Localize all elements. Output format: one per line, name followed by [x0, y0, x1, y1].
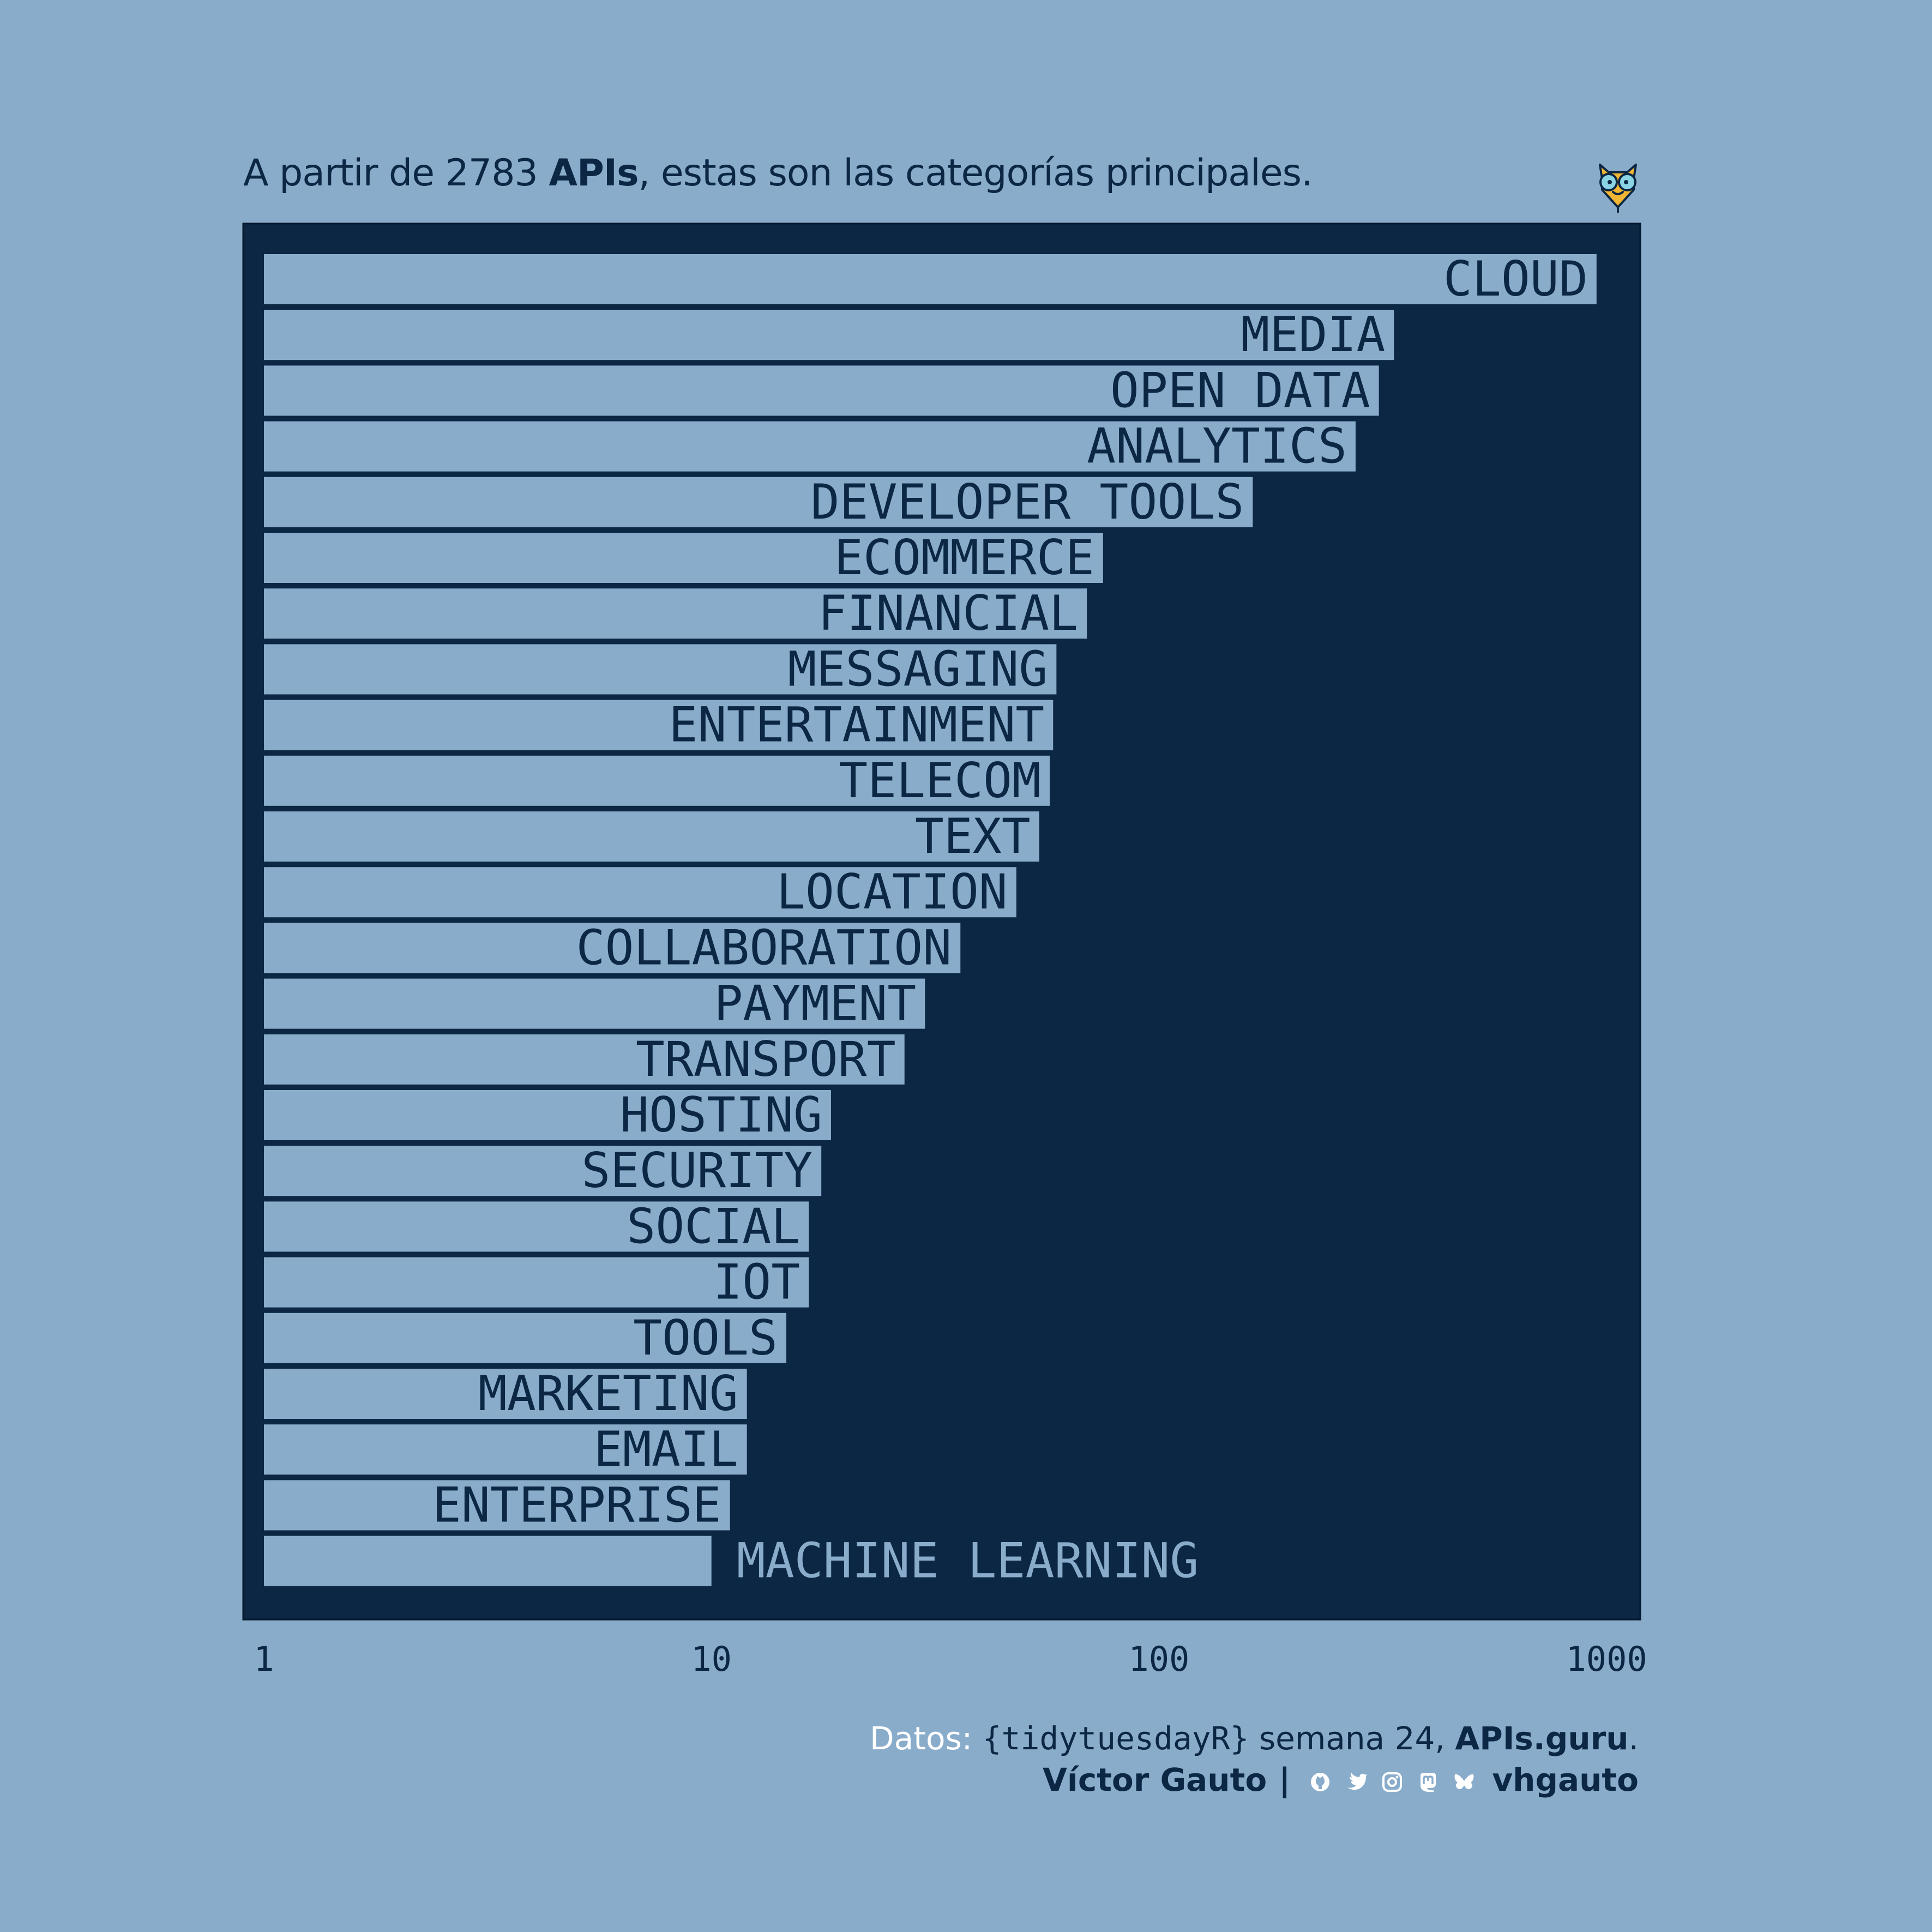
bar-analytics [264, 421, 1356, 472]
bar-label: EMAIL [594, 1421, 738, 1477]
caption-separator: | [1279, 1761, 1291, 1798]
bar-label: IOT [713, 1254, 800, 1310]
axis-ticks-group: 1 10 100 1000 [254, 1639, 1647, 1679]
bar-label: OPEN DATA [1110, 362, 1370, 418]
twitter-icon[interactable] [1345, 1761, 1368, 1790]
x-tick-label: 1000 [1566, 1639, 1647, 1679]
bar-label: TRANSPORT [636, 1031, 896, 1087]
owl-logo-icon [1599, 164, 1637, 213]
author-name: Víctor Gauto [1043, 1761, 1267, 1798]
bar-email [264, 1424, 747, 1475]
author-handle: vhgauto [1492, 1761, 1639, 1798]
bar-payment [264, 978, 925, 1029]
bar-label: MACHINE LEARNING [737, 1533, 1199, 1589]
bar-location [264, 867, 1016, 918]
bar-open-data [264, 365, 1379, 416]
social-icons [1302, 1759, 1482, 1801]
bar-enterprise [264, 1480, 730, 1531]
caption-line-2: Víctor Gauto | vhgauto [870, 1759, 1639, 1801]
bar-label: TELECOM [839, 753, 1041, 809]
bar-label: TOOLS [633, 1310, 778, 1366]
bar-security [264, 1146, 822, 1196]
bluesky-icon[interactable] [1453, 1761, 1475, 1790]
bar-ecommerce [264, 533, 1103, 583]
bar-label: CLOUD [1443, 251, 1588, 307]
bar-label: MEDIA [1241, 306, 1385, 363]
subtitle-suffix: , estas son las categorías principales. [638, 152, 1313, 195]
bar-label: TEXT [915, 808, 1031, 864]
github-icon[interactable] [1309, 1761, 1331, 1791]
bar-financial [264, 588, 1087, 639]
bar-social [264, 1201, 809, 1252]
bar-marketing [264, 1369, 747, 1419]
bar-text [264, 811, 1039, 862]
x-tick-label: 10 [691, 1639, 732, 1679]
bar-label: ENTERPRISE [432, 1477, 721, 1533]
x-tick-label: 100 [1128, 1639, 1189, 1679]
bar-transport [264, 1034, 905, 1085]
bar-label: ECOMMERCE [834, 529, 1094, 586]
bar-label: SOCIAL [627, 1198, 800, 1254]
bar-label: MESSAGING [788, 641, 1048, 697]
bar-label: LOCATION [777, 864, 1008, 920]
bar-media [264, 310, 1394, 360]
bar-telecom [264, 755, 1050, 806]
caption: Datos: {tidytuesdayR} semana 24, APIs.gu… [870, 1718, 1639, 1801]
bar-hosting [264, 1090, 831, 1140]
x-tick-label: 1 [254, 1639, 274, 1679]
bar-messaging [264, 644, 1057, 695]
caption-line-1: Datos: {tidytuesdayR} semana 24, APIs.gu… [870, 1718, 1639, 1759]
bar-label: HOSTING [620, 1087, 822, 1143]
caption-package: {tidytuesdayR} [982, 1720, 1249, 1757]
bar-collaboration [264, 923, 961, 973]
chart-subtitle: A partir de 2783 APIs, estas son las cat… [243, 152, 1313, 195]
caption-end: . [1628, 1720, 1639, 1757]
bar-tools [264, 1313, 787, 1363]
bar-iot [264, 1257, 809, 1308]
bar-developer-tools [264, 477, 1253, 527]
caption-prefix: Datos: [870, 1720, 983, 1757]
subtitle-prefix: A partir de 2783 [243, 152, 549, 195]
bar-cloud [264, 254, 1597, 304]
mastodon-icon[interactable] [1417, 1761, 1439, 1792]
bar-label: SECURITY [581, 1142, 812, 1199]
instagram-icon[interactable] [1381, 1761, 1403, 1792]
bar-entertainment [264, 700, 1054, 750]
bar-label: DEVELOPER TOOLS [811, 474, 1244, 530]
caption-mid: semana 24, [1249, 1720, 1455, 1757]
bar-label: FINANCIAL [818, 585, 1078, 641]
bar-label: ENTERTAINMENT [669, 697, 1044, 753]
bar-label: PAYMENT [714, 976, 916, 1032]
subtitle-bold: APIs [549, 152, 639, 195]
bar-label: COLLABORATION [576, 919, 952, 976]
bar-machine-learning [264, 1536, 712, 1586]
bar-label: MARKETING [478, 1365, 738, 1422]
bar-label: ANALYTICS [1087, 418, 1347, 474]
caption-source: APIs.guru [1455, 1720, 1629, 1757]
